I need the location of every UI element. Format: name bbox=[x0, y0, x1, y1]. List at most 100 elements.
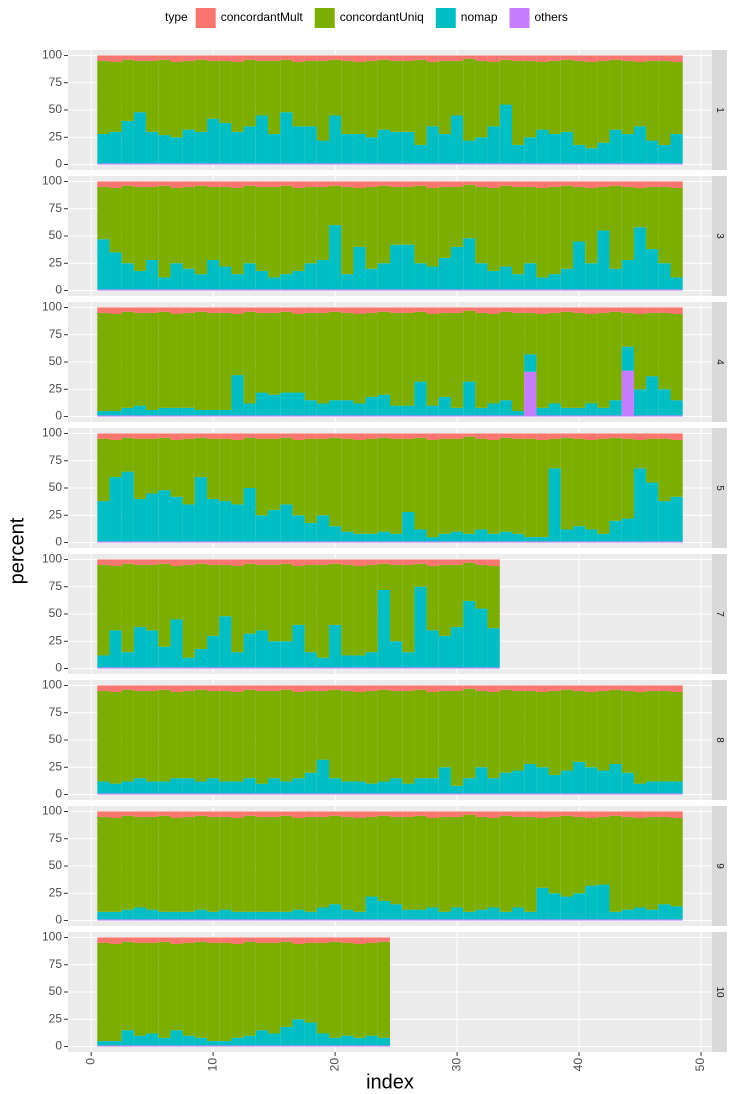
y-tick-label: 0 bbox=[55, 283, 62, 297]
x-tick-label: 10 bbox=[205, 1058, 219, 1072]
bar-segment bbox=[511, 289, 525, 291]
bar-segment bbox=[511, 312, 525, 412]
bar-segment bbox=[133, 690, 147, 779]
bar-segment bbox=[243, 55, 256, 60]
bar-segment bbox=[341, 433, 354, 439]
bar-segment bbox=[243, 937, 256, 942]
bar-segment bbox=[524, 186, 537, 264]
bar-segment bbox=[329, 941, 342, 1038]
bar-segment bbox=[511, 793, 525, 795]
bar-segment bbox=[646, 781, 659, 794]
bar-segment bbox=[646, 816, 659, 910]
legend-label: concordantUniq bbox=[340, 10, 424, 24]
legend: type concordantMult concordantUniq nomap ot… bbox=[165, 8, 568, 28]
bar-segment bbox=[487, 440, 500, 534]
bar-segment bbox=[548, 274, 561, 290]
y-tick-label: 100 bbox=[42, 930, 62, 944]
bar-segment bbox=[670, 433, 683, 440]
bar-segment bbox=[463, 58, 476, 141]
bar-segment bbox=[219, 793, 232, 795]
y-tick-label: 25 bbox=[49, 381, 63, 395]
bar-segment bbox=[268, 433, 281, 439]
bar-segment bbox=[170, 944, 183, 1031]
bar-segment bbox=[524, 793, 537, 795]
bar-segment bbox=[341, 438, 354, 532]
bar-segment bbox=[499, 415, 512, 417]
bar-segment bbox=[109, 163, 122, 165]
bar-segment bbox=[658, 389, 671, 416]
bar-segment bbox=[621, 690, 634, 773]
bar-segment bbox=[316, 667, 330, 669]
bar-segment bbox=[316, 289, 330, 291]
bar-segment bbox=[511, 541, 525, 543]
bar-segment bbox=[426, 907, 439, 920]
bar-segment bbox=[511, 144, 525, 164]
bar-segment bbox=[402, 131, 415, 164]
bar-segment bbox=[121, 415, 134, 417]
bar-segment bbox=[304, 60, 317, 127]
bar-segment bbox=[243, 415, 256, 417]
bar-segment bbox=[121, 437, 134, 472]
bar-segment bbox=[158, 1037, 171, 1046]
bar-segment bbox=[121, 667, 134, 669]
bar-segment bbox=[426, 630, 439, 668]
bar-segment bbox=[402, 783, 415, 794]
bar-segment bbox=[121, 559, 134, 564]
bar-segment bbox=[121, 909, 134, 920]
bar-segment bbox=[207, 690, 220, 779]
bar-segment bbox=[97, 690, 110, 782]
bar-segment bbox=[182, 407, 195, 416]
facet-strip bbox=[712, 806, 727, 926]
bar-segment bbox=[182, 307, 195, 313]
bar-segment bbox=[304, 312, 317, 401]
bar-segment bbox=[170, 559, 183, 566]
bar-segment bbox=[585, 919, 598, 921]
bar-segment bbox=[292, 944, 305, 1020]
bar-segment bbox=[268, 394, 281, 416]
bar-segment bbox=[170, 433, 183, 440]
bar-segment bbox=[633, 126, 647, 164]
bar-segment bbox=[524, 433, 537, 439]
bar-segment bbox=[377, 181, 390, 186]
bar-segment bbox=[304, 438, 317, 523]
bar-segment bbox=[511, 186, 525, 275]
bar-segment bbox=[292, 1019, 305, 1046]
bar-segment bbox=[133, 163, 147, 165]
bar-segment bbox=[280, 112, 293, 164]
bar-segment bbox=[146, 781, 159, 794]
bar-segment bbox=[268, 163, 281, 165]
bar-segment bbox=[450, 811, 464, 817]
bar-segment bbox=[597, 289, 610, 291]
bar-segment bbox=[243, 311, 256, 404]
bar-segment bbox=[231, 793, 244, 795]
bar-segment bbox=[426, 62, 439, 127]
bar-segment bbox=[426, 405, 439, 416]
bar-segment bbox=[194, 433, 208, 438]
bar-segment bbox=[548, 816, 561, 894]
bar-segment bbox=[255, 392, 269, 416]
bar-segment bbox=[572, 186, 586, 242]
bar-segment bbox=[670, 134, 683, 164]
bar-segment bbox=[377, 263, 390, 290]
bar-segment bbox=[304, 942, 317, 1023]
bar-segment bbox=[121, 563, 134, 653]
bar-segment bbox=[341, 289, 354, 291]
bar-segment bbox=[255, 783, 269, 794]
bar-segment bbox=[170, 440, 183, 497]
bar-segment bbox=[572, 893, 586, 920]
bar-segment bbox=[207, 163, 220, 165]
bar-segment bbox=[365, 937, 378, 943]
bar-segment bbox=[365, 919, 378, 921]
bar-segment bbox=[597, 307, 610, 313]
y-tick-label: 100 bbox=[42, 678, 62, 692]
bar-segment bbox=[585, 181, 598, 188]
bar-segment bbox=[207, 541, 220, 543]
bar-segment bbox=[402, 60, 415, 132]
bar-segment bbox=[207, 186, 220, 260]
bar-segment bbox=[365, 137, 378, 164]
bar-segment bbox=[292, 818, 305, 910]
bar-segment bbox=[231, 692, 244, 782]
y-tick-label: 0 bbox=[55, 535, 62, 549]
bar-segment bbox=[560, 529, 573, 542]
bar-segment bbox=[633, 188, 647, 228]
